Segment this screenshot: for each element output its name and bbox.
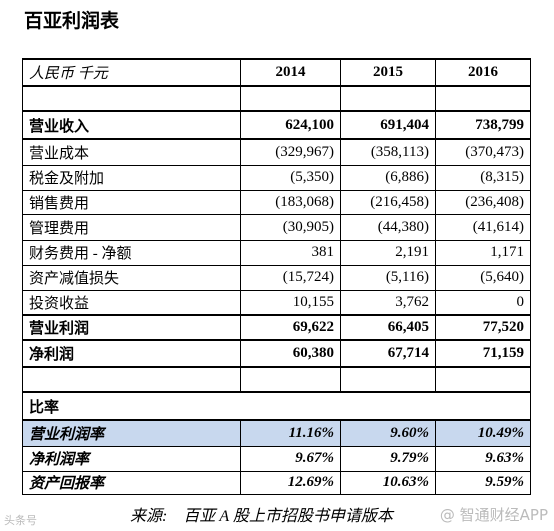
cell: 管理费用 xyxy=(22,213,241,241)
cell: (44,380) xyxy=(340,213,436,241)
cell: 381 xyxy=(240,239,341,266)
cell: 691,404 xyxy=(340,110,436,140)
header-row: 人民币 千元 2014 2015 2016 xyxy=(22,58,531,87)
data-row: 投资收益 10,155 3,762 0 xyxy=(22,289,531,316)
cell: 10.49% xyxy=(435,419,531,447)
cell xyxy=(240,367,341,392)
data-row: 财务费用 - 净额 381 2,191 1,171 xyxy=(22,239,531,266)
cell xyxy=(22,367,241,392)
cell: (30,905) xyxy=(240,213,341,241)
cell xyxy=(240,86,341,111)
cell: 比率 xyxy=(22,391,531,421)
watermark: 头条号 xyxy=(4,514,37,527)
cell: (358,113) xyxy=(340,138,436,166)
cell: 2014 xyxy=(240,58,341,87)
cell: 营业收入 xyxy=(22,110,241,140)
cell: (8,315) xyxy=(435,164,531,191)
cell: (329,967) xyxy=(240,138,341,166)
cell: (370,473) xyxy=(435,138,531,166)
data-row: 营业利润 69,622 66,405 77,520 xyxy=(22,314,531,341)
cell: 738,799 xyxy=(435,110,531,140)
cell: 624,100 xyxy=(240,110,341,140)
data-row: 营业收入 624,100 691,404 738,799 xyxy=(22,110,531,140)
cell: 资产减值损失 xyxy=(22,264,241,291)
cell: (5,640) xyxy=(435,264,531,291)
cell: 0 xyxy=(435,289,531,316)
cell: 77,520 xyxy=(435,314,531,341)
cell: 10.63% xyxy=(340,470,436,495)
cell: 税金及附加 xyxy=(22,164,241,191)
cell: 人民币 千元 xyxy=(22,58,241,87)
cell: 资产回报率 xyxy=(22,470,241,495)
cell: 营业利润率 xyxy=(22,419,241,447)
cell: 净利润率 xyxy=(22,445,241,472)
cell: (15,724) xyxy=(240,264,341,291)
cell: 营业成本 xyxy=(22,138,241,166)
cell: (236,408) xyxy=(435,189,531,215)
cell: 2015 xyxy=(340,58,436,87)
cell: 10,155 xyxy=(240,289,341,316)
data-row: 销售费用 (183,068) (216,458) (236,408) xyxy=(22,189,531,215)
data-row: 资产减值损失 (15,724) (5,116) (5,640) xyxy=(22,264,531,291)
data-row: 营业成本 (329,967) (358,113) (370,473) xyxy=(22,138,531,166)
cell: 2016 xyxy=(435,58,531,87)
cell: 9.63% xyxy=(435,445,531,472)
source-note: 来源: 百亚 A 股上市招股书申请版本 xyxy=(130,508,393,525)
cell: (41,614) xyxy=(435,213,531,241)
cell: 3,762 xyxy=(340,289,436,316)
ratio-row: 营业利润率 11.16% 9.60% 10.49% xyxy=(22,419,531,447)
cell: (183,068) xyxy=(240,189,341,215)
cell: 9.59% xyxy=(435,470,531,495)
cell: 9.79% xyxy=(340,445,436,472)
cell: 71,159 xyxy=(435,339,531,368)
cell xyxy=(340,367,436,392)
cell: 66,405 xyxy=(340,314,436,341)
income-table: 人民币 千元 2014 2015 2016 营业收入 624,100 691,404 738,… xyxy=(22,58,531,495)
cell: 12.69% xyxy=(240,470,341,495)
cell xyxy=(435,367,531,392)
cell: 9.60% xyxy=(340,419,436,447)
spacer-row xyxy=(22,86,531,111)
cell: 营业利润 xyxy=(22,314,241,341)
cell xyxy=(340,86,436,111)
ratio-row: 净利润率 9.67% 9.79% 9.63% xyxy=(22,445,531,472)
cell: 60,380 xyxy=(240,339,341,368)
ratio-row: 资产回报率 12.69% 10.63% 9.59% xyxy=(22,470,531,495)
data-row: 税金及附加 (5,350) (6,886) (8,315) xyxy=(22,164,531,191)
spacer-row xyxy=(22,367,531,392)
cell xyxy=(22,86,241,111)
cell xyxy=(435,86,531,111)
cell: (5,350) xyxy=(240,164,341,191)
section-row: 比率 xyxy=(22,391,531,421)
cell: 1,171 xyxy=(435,239,531,266)
cell: (216,458) xyxy=(340,189,436,215)
cell: 投资收益 xyxy=(22,289,241,316)
cell: (5,116) xyxy=(340,264,436,291)
cell: (6,886) xyxy=(340,164,436,191)
watermark: @ 智通财经APP xyxy=(439,506,548,524)
title: 百亚利润表 xyxy=(24,10,120,32)
data-row: 净利润 60,380 67,714 71,159 xyxy=(22,339,531,368)
cell: 净利润 xyxy=(22,339,241,368)
cell: 2,191 xyxy=(340,239,436,266)
cell: 9.67% xyxy=(240,445,341,472)
data-row: 管理费用 (30,905) (44,380) (41,614) xyxy=(22,213,531,241)
cell: 11.16% xyxy=(240,419,341,447)
cell: 67,714 xyxy=(340,339,436,368)
cell: 销售费用 xyxy=(22,189,241,215)
cell: 财务费用 - 净额 xyxy=(22,239,241,266)
cell: 69,622 xyxy=(240,314,341,341)
